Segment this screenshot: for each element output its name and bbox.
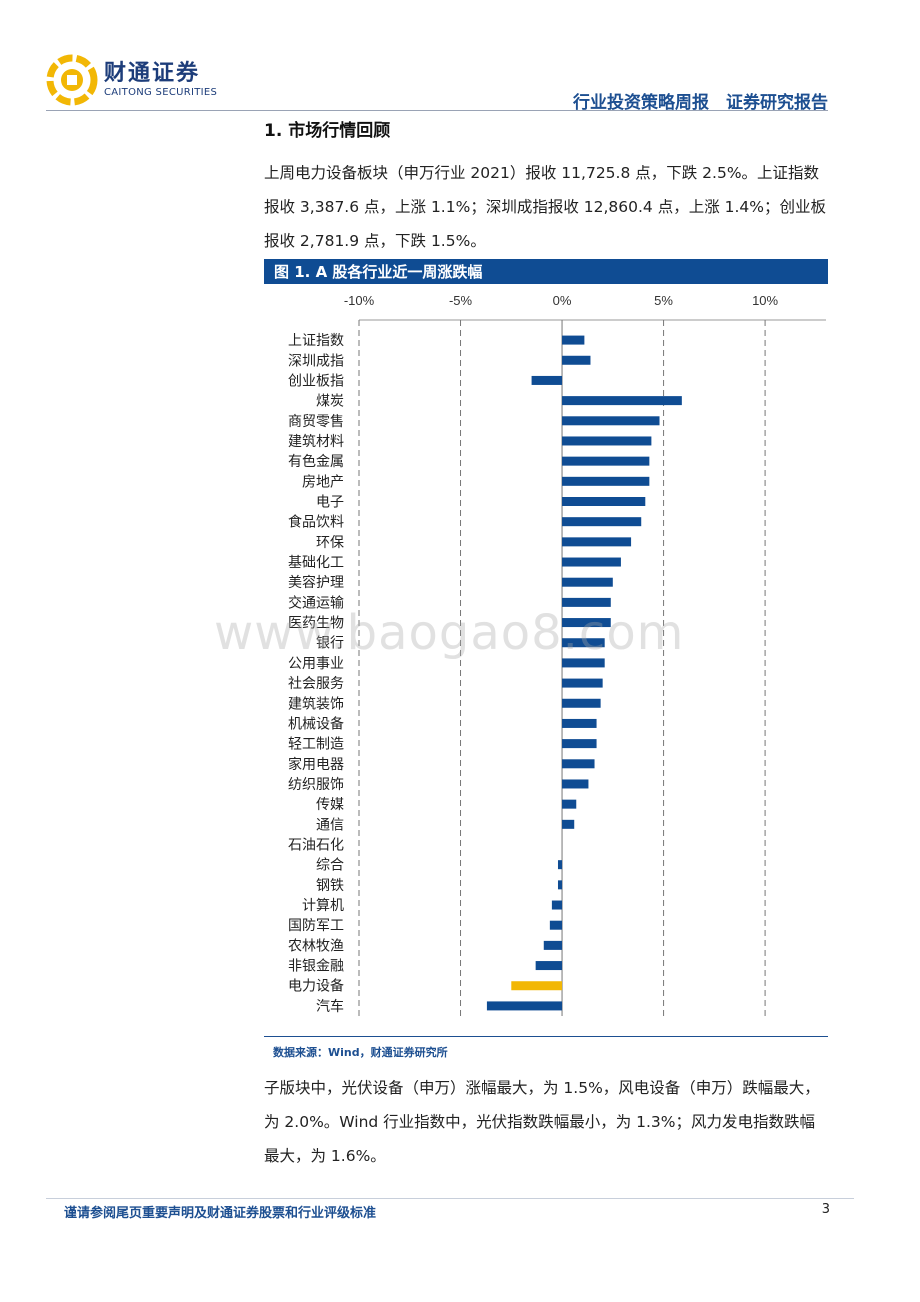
bar (562, 476, 650, 486)
x-tick-label: 10% (752, 293, 778, 308)
category-label: 公用事业 (288, 656, 344, 672)
source-divider (264, 1036, 828, 1037)
category-label: 传媒 (316, 797, 344, 813)
category-label: 建筑装饰 (288, 696, 344, 712)
bar (562, 456, 650, 466)
category-label: 家用电器 (288, 756, 344, 773)
category-label: 基础化工 (288, 554, 344, 571)
subsector-paragraph: 子版块中，光伏设备（申万）涨幅最大，为 1.5%，风电设备（申万）跌幅最大，为 … (264, 1079, 820, 1165)
category-label: 房地产 (302, 474, 344, 490)
category-label: 电子 (316, 495, 344, 511)
category-label: 通信 (316, 817, 344, 833)
bar (486, 1001, 563, 1011)
category-label: 深圳成指 (288, 353, 344, 369)
x-tick-label: -5% (449, 293, 473, 308)
category-label: 农林牧渔 (288, 938, 344, 954)
bar (562, 618, 611, 628)
logo-chinese-name: 财通证券 (104, 61, 201, 86)
bar (562, 779, 589, 789)
bar (543, 940, 563, 950)
category-label: 非银金融 (288, 959, 344, 975)
bar (562, 517, 642, 527)
section-title: 1. 市场行情回顾 (264, 121, 391, 141)
category-label: 银行 (316, 636, 344, 652)
bar (562, 577, 613, 587)
bar (562, 597, 611, 607)
bar (562, 638, 605, 648)
category-label: 煤炭 (316, 394, 344, 410)
bar (562, 557, 621, 567)
category-label: 国防军工 (288, 918, 344, 934)
company-logo: 财通证券 CAITONG SECURITIES (46, 54, 217, 106)
category-label: 美容护理 (288, 574, 344, 591)
bar (562, 335, 585, 345)
report-type-label: 行业投资策略周报 证券研究报告 (573, 93, 828, 113)
category-label: 商贸零售 (288, 414, 344, 430)
bar (511, 981, 563, 991)
bar (562, 739, 597, 749)
bar (557, 880, 563, 890)
category-label: 石油石化 (288, 838, 344, 854)
category-label: 汽车 (316, 998, 344, 1015)
industry-change-chart: -10% -5% 0% 5% 10% 上证指数深圳成指创业板指煤炭商贸零售建筑材料有色金属… (264, 286, 828, 1026)
watermark: www.baogao8.com (214, 605, 685, 661)
bar (562, 759, 595, 769)
page-number: 3 (821, 1202, 830, 1217)
category-label: 轻工制造 (288, 737, 344, 753)
category-label: 计算机 (302, 898, 344, 914)
bar-chart-svg: -10% -5% 0% 5% 10% 上证指数深圳成指创业板指煤炭商贸零售建筑材料有色金属… (288, 293, 826, 1016)
category-label: 上证指数 (288, 333, 344, 349)
figure-source: 数据来源：Wind，财通证券研究所 (273, 1046, 448, 1059)
header-divider (46, 110, 828, 111)
category-label: 交通运输 (288, 594, 344, 611)
bar (535, 961, 563, 971)
logo-english-name: CAITONG SECURITIES (104, 87, 218, 98)
bar (562, 396, 682, 406)
bar (531, 375, 563, 385)
bar (562, 355, 591, 365)
bar (551, 900, 563, 910)
category-label: 环保 (316, 535, 344, 551)
figure-title-bar: 图 1. A 股各行业近一周涨跌幅 (264, 259, 828, 284)
market-review-paragraph: 上周电力设备板块（申万行业 2021）报收 11,725.8 点，下跌 2.5%… (264, 164, 827, 250)
footer-disclaimer: 谨请参阅尾页重要声明及财通证券股票和行业评级标准 (64, 1206, 377, 1221)
bar (557, 860, 563, 870)
category-label: 食品饮料 (288, 514, 344, 531)
caitong-logo-icon (46, 54, 98, 106)
x-tick-label: 0% (553, 293, 572, 308)
category-label: 有色金属 (288, 453, 344, 470)
bar (562, 799, 577, 809)
category-label: 社会服务 (288, 676, 344, 692)
bar (562, 497, 646, 506)
category-label: 建筑材料 (288, 434, 344, 450)
bar (562, 698, 601, 708)
category-label: 医药生物 (288, 616, 344, 632)
bar (562, 537, 632, 547)
bar (562, 416, 660, 426)
bar (562, 819, 575, 829)
category-label: 电力设备 (288, 978, 344, 995)
bar (562, 436, 652, 446)
bar (562, 718, 597, 728)
x-tick-label: -10% (344, 293, 375, 308)
x-tick-label: 5% (654, 293, 673, 308)
category-label: 机械设备 (288, 715, 344, 732)
category-label: 综合 (316, 858, 344, 874)
category-label: 创业板指 (288, 373, 344, 389)
bar (562, 658, 605, 668)
category-label: 纺织服饰 (288, 777, 344, 793)
footer-divider (46, 1198, 854, 1199)
bar (562, 678, 603, 688)
bar (549, 920, 563, 930)
category-label: 钢铁 (316, 878, 344, 894)
figure-title: 图 1. A 股各行业近一周涨跌幅 (274, 263, 483, 281)
